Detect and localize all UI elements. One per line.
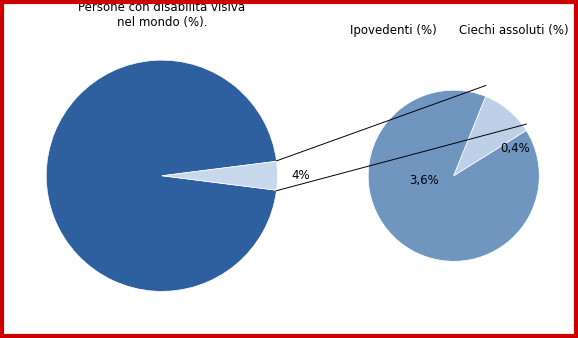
Text: Ciechi assoluti (%): Ciechi assoluti (%) [459,24,568,37]
Wedge shape [46,60,276,291]
Text: Ipovedenti (%): Ipovedenti (%) [350,24,437,37]
Text: 0,4%: 0,4% [501,142,530,155]
Wedge shape [162,161,277,190]
Wedge shape [454,96,527,176]
Text: 4%: 4% [291,169,310,182]
Wedge shape [368,90,539,261]
Text: 3,6%: 3,6% [409,173,439,187]
Title: Persone con disabilità visiva
nel mondo (%).: Persone con disabilità visiva nel mondo … [78,1,246,29]
